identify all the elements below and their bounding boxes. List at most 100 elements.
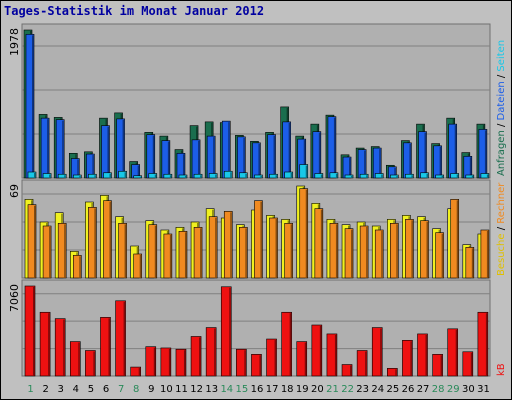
x-tick-day-14: 14 — [220, 384, 233, 395]
bar-rechner-day-15 — [239, 227, 248, 279]
bar-kb-day-28 — [432, 354, 443, 377]
bar-seiten-day-3-shade — [64, 175, 66, 178]
bar-seiten-day-13-shade — [215, 174, 217, 178]
bar-kb-day-5 — [85, 350, 96, 377]
bar-kb-day-13 — [205, 327, 217, 377]
bar-kb-day-9-shade — [153, 347, 156, 376]
bar-seiten-day-13 — [208, 173, 218, 179]
bar-kb-day-27-shade — [425, 334, 428, 376]
bar-kb-day-28-shade — [440, 355, 443, 376]
bar-rechner-day-8 — [133, 253, 142, 279]
bar-kb-day-15 — [236, 348, 247, 377]
bar-kb-day-26-shade — [410, 341, 412, 376]
bar-dateien-day-10-shade — [167, 141, 170, 178]
x-tick-day-27: 27 — [417, 384, 430, 395]
bar-seiten-day-24-shade — [381, 174, 383, 178]
bar-kb-day-23 — [356, 350, 368, 377]
x-tick-day-28: 28 — [432, 384, 445, 395]
bar-seiten-day-1-shade — [34, 173, 36, 178]
bar-dateien-day-2-shade — [47, 119, 49, 178]
x-tick-day-23: 23 — [356, 384, 369, 395]
bar-dateien-day-30-shade — [469, 157, 472, 178]
x-tick-day-2: 2 — [42, 384, 48, 395]
x-tick-day-24: 24 — [371, 384, 384, 395]
bar-rechner-day-14-shade — [230, 212, 232, 278]
bar-dateien-day-15-shade — [243, 137, 245, 178]
bar-seiten-day-14-shade — [230, 172, 232, 178]
bar-seiten-day-4-shade — [79, 176, 81, 178]
bar-seiten-day-31 — [480, 173, 490, 179]
bar-rechner-day-12 — [193, 227, 203, 279]
bar-rechner-day-13-shade — [215, 217, 217, 278]
visits-panel-ymax-label: 69 — [8, 184, 21, 198]
bar-seiten-day-12-shade — [200, 175, 202, 178]
bar-dateien-day-13-shade — [213, 137, 215, 178]
bar-seiten-day-31-shade — [486, 174, 489, 178]
x-tick-day-31: 31 — [477, 384, 490, 395]
bar-kb-day-12-shade — [199, 337, 201, 376]
bar-kb-day-10 — [160, 347, 172, 377]
bar-seiten-day-25 — [390, 174, 399, 179]
bar-kb-day-23-shade — [365, 351, 367, 376]
x-tick-day-19: 19 — [296, 384, 309, 395]
bar-rechner-day-23 — [359, 225, 369, 279]
bar-seiten-day-21-shade — [335, 173, 338, 178]
bar-rechner-day-8-shade — [139, 255, 142, 278]
bar-rechner-day-30-shade — [471, 248, 474, 278]
bar-seiten-day-30-shade — [471, 176, 474, 178]
bar-rechner-day-24-shade — [381, 231, 383, 278]
bar-kb-day-13-shade — [214, 328, 216, 376]
bar-dateien-day-1-shade — [32, 35, 34, 178]
bar-seiten-day-26-shade — [411, 175, 413, 178]
bar-kb-day-29-shade — [455, 329, 458, 376]
x-tick-day-22: 22 — [341, 384, 354, 395]
bar-kb-day-31 — [477, 311, 489, 377]
bar-kb-day-30 — [462, 351, 474, 377]
bar-dateien-day-20-shade — [318, 132, 321, 178]
x-tick-day-6: 6 — [103, 384, 109, 395]
bar-kb-day-25 — [387, 368, 398, 377]
x-tick-day-29: 29 — [447, 384, 460, 395]
bar-kb-day-22 — [341, 364, 353, 377]
bar-kb-day-20-shade — [319, 326, 322, 376]
bar-seiten-day-6 — [103, 172, 112, 179]
bar-rechner-day-29 — [450, 199, 460, 279]
bar-seiten-day-7-shade — [124, 172, 127, 178]
bar-dateien-day-11-shade — [182, 154, 185, 178]
bar-rechner-day-27 — [420, 220, 429, 279]
bar-rechner-day-18-shade — [290, 224, 293, 278]
legend-visits-part-2: Rechner — [496, 182, 507, 224]
x-tick-day-15: 15 — [236, 384, 249, 395]
bar-seiten-day-12 — [193, 173, 203, 179]
bar-kb-day-16 — [251, 354, 262, 377]
x-tick-day-3: 3 — [58, 384, 64, 395]
bar-kb-day-20 — [311, 324, 323, 377]
bar-seiten-day-4 — [72, 174, 82, 179]
bar-kb-day-15-shade — [244, 350, 246, 376]
bar-kb-day-24 — [371, 327, 383, 377]
x-tick-day-11: 11 — [175, 384, 188, 395]
bar-seiten-day-11 — [178, 174, 188, 179]
bar-seiten-day-17-shade — [275, 175, 278, 178]
bar-kb-day-27 — [417, 333, 428, 377]
bar-seiten-day-10 — [163, 173, 173, 179]
x-tick-day-16: 16 — [251, 384, 264, 395]
bar-kb-day-7-shade — [123, 301, 126, 376]
bar-seiten-day-29-shade — [456, 174, 459, 178]
bar-seiten-day-18 — [284, 171, 293, 179]
bar-seiten-day-19 — [299, 164, 309, 179]
bar-seiten-day-8 — [133, 175, 142, 179]
legend-hits-part-3: / — [496, 72, 507, 82]
bar-rechner-day-6-shade — [109, 201, 111, 278]
x-tick-day-13: 13 — [205, 384, 218, 395]
bar-rechner-day-28-shade — [441, 233, 444, 278]
legend-hits-part-4: Seiten — [496, 40, 507, 72]
bar-kb-day-3-shade — [63, 319, 65, 376]
bar-seiten-day-8-shade — [139, 176, 142, 178]
bar-seiten-day-5-shade — [94, 175, 96, 178]
bar-seiten-day-1 — [27, 171, 37, 179]
x-tick-day-1: 1 — [27, 384, 33, 395]
bar-dateien-day-9-shade — [152, 135, 155, 178]
x-tick-day-5: 5 — [88, 384, 94, 395]
